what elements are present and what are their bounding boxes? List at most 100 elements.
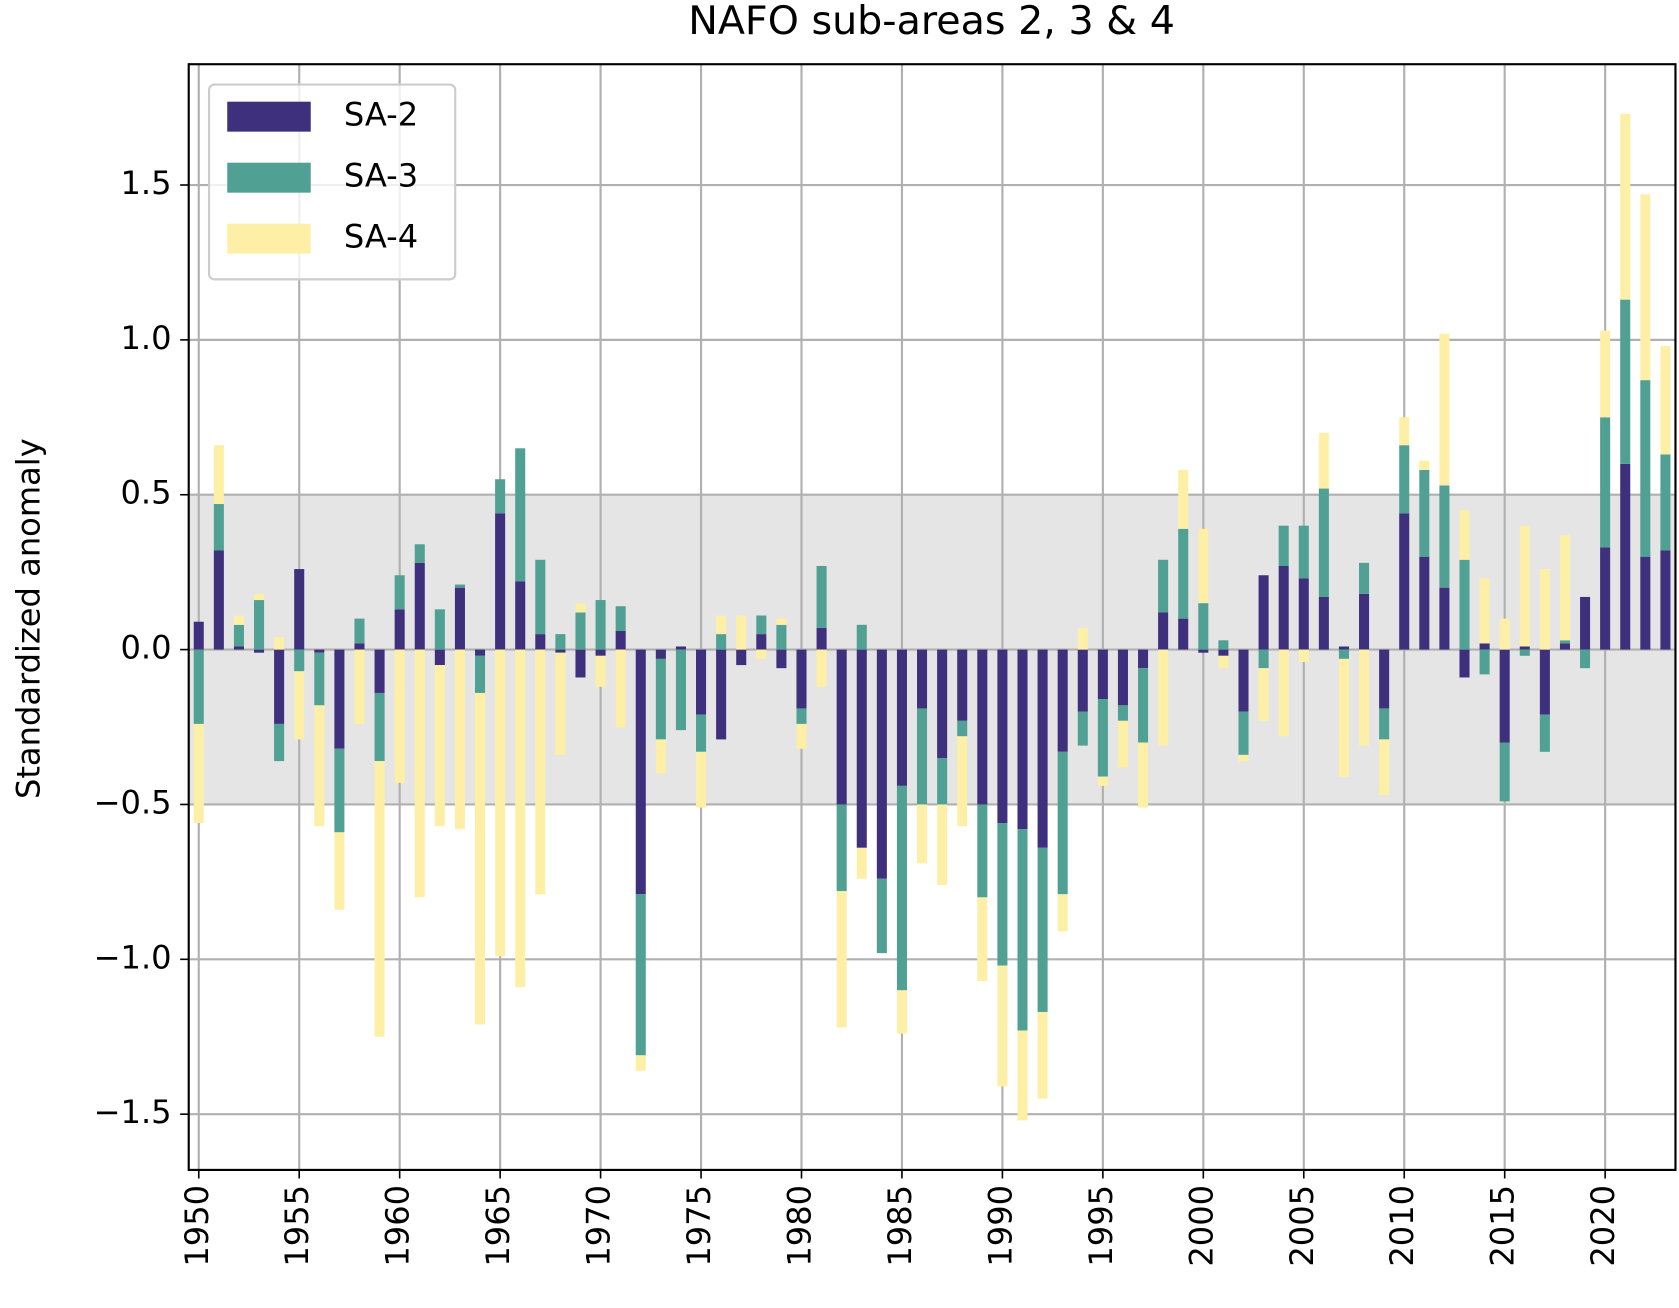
bar-segment	[233, 624, 244, 647]
bar-segment	[1519, 646, 1530, 650]
bar-segment	[856, 649, 867, 848]
bar-segment	[1439, 333, 1450, 486]
bar-segment	[1399, 513, 1410, 650]
bar-segment	[1620, 299, 1631, 464]
bar-segment	[394, 649, 405, 783]
chart-title: NAFO sub-areas 2, 3 & 4	[688, 0, 1175, 44]
bar-segment	[374, 649, 385, 693]
bar-segment	[515, 649, 526, 988]
bar-segment	[1519, 525, 1530, 647]
bar-segment	[776, 624, 787, 650]
bar-segment	[1318, 596, 1329, 650]
bar-segment	[957, 649, 968, 721]
bar-segment	[1017, 1030, 1028, 1121]
bar-segment	[233, 646, 244, 650]
bar-segment	[1017, 649, 1028, 830]
bar-segment	[756, 649, 767, 659]
bar-segment	[816, 649, 827, 687]
bar-segment	[836, 891, 847, 1028]
bar-segment	[274, 649, 285, 724]
bar-segment	[655, 649, 666, 659]
bar-segment	[535, 634, 546, 650]
x-tick-label: 2005	[1283, 1185, 1321, 1267]
bar-segment	[575, 612, 586, 650]
bar-segment	[495, 513, 506, 650]
bar-segment	[1479, 649, 1490, 675]
bar-segment	[1539, 569, 1550, 650]
bar-segment	[1459, 649, 1470, 678]
bar-segment	[816, 565, 827, 628]
bar-segment	[856, 847, 867, 879]
x-tick-label: 1955	[278, 1185, 316, 1267]
bar-segment	[1640, 194, 1651, 381]
bar-segment	[655, 739, 666, 774]
bar-segment	[1660, 454, 1671, 551]
bar-segment	[1600, 417, 1611, 548]
y-tick-label: 1.0	[121, 319, 172, 357]
bar-segment	[1539, 714, 1550, 752]
plot-frame	[187, 63, 1677, 1171]
bar-segment	[1620, 113, 1631, 300]
bar-segment	[1057, 894, 1068, 932]
bar-segment	[1238, 649, 1249, 712]
bar-segment	[193, 723, 204, 824]
bar-segment	[1278, 649, 1289, 737]
bar-segment	[233, 615, 244, 625]
bar-segment	[977, 649, 988, 805]
bar-segment	[1298, 525, 1309, 579]
bar-segment	[816, 627, 827, 650]
bar-segment	[635, 1055, 646, 1071]
bar-segment	[1158, 649, 1169, 746]
bar-segment	[1379, 708, 1390, 740]
bar-segment	[595, 600, 606, 650]
x-tick-label: 1985	[881, 1185, 919, 1267]
bar-segment	[1499, 742, 1510, 802]
x-tick-label: 1990	[981, 1185, 1019, 1267]
bar-segment	[1158, 559, 1169, 613]
x-tick-label: 1970	[580, 1185, 618, 1267]
bar-segment	[1580, 596, 1591, 650]
bar-segment	[294, 649, 305, 672]
x-tick-label: 1975	[680, 1185, 718, 1267]
bar-segment	[1037, 1011, 1048, 1099]
bar-segment	[1198, 649, 1209, 653]
bar-segment	[937, 649, 948, 758]
bar-segment	[736, 615, 747, 650]
bar-segment	[1499, 618, 1510, 650]
bar-segment	[1077, 649, 1088, 712]
bar-segment	[294, 671, 305, 740]
y-tick-label: −1.0	[94, 938, 172, 976]
bar-segment	[1459, 510, 1470, 560]
x-tick-label: 2010	[1383, 1185, 1421, 1267]
bar-segment	[1559, 534, 1570, 641]
bar-segment	[1158, 612, 1169, 650]
bar-segment	[1379, 649, 1390, 709]
bar-segment	[213, 550, 224, 650]
bar-segment	[1117, 720, 1128, 768]
y-tick-label: −0.5	[94, 783, 172, 821]
bar-segment	[1359, 593, 1370, 650]
bar-segment	[595, 655, 606, 687]
bar-segment	[354, 649, 365, 724]
bar-segment	[1479, 578, 1490, 644]
bar-segment	[917, 804, 928, 864]
bar-segment	[575, 649, 586, 678]
bar-segment	[193, 621, 204, 650]
legend-swatch	[227, 223, 311, 254]
y-tick-label: 0.5	[121, 474, 172, 512]
bar-segment	[1057, 751, 1068, 895]
bar-segment	[615, 606, 626, 632]
bar-segment	[475, 649, 486, 656]
x-tick-label: 1960	[379, 1185, 417, 1267]
bar-segment	[1138, 649, 1149, 669]
bar-segment	[1138, 742, 1149, 808]
bar-segment	[1338, 649, 1349, 659]
x-tick-label: 2000	[1182, 1185, 1220, 1267]
bar-segment	[1439, 485, 1450, 588]
bar-segment	[856, 624, 867, 650]
bar-segment	[1077, 627, 1088, 650]
bar-segment	[555, 649, 566, 653]
y-tick-label: 1.5	[121, 164, 172, 202]
bar-segment	[1057, 649, 1068, 752]
